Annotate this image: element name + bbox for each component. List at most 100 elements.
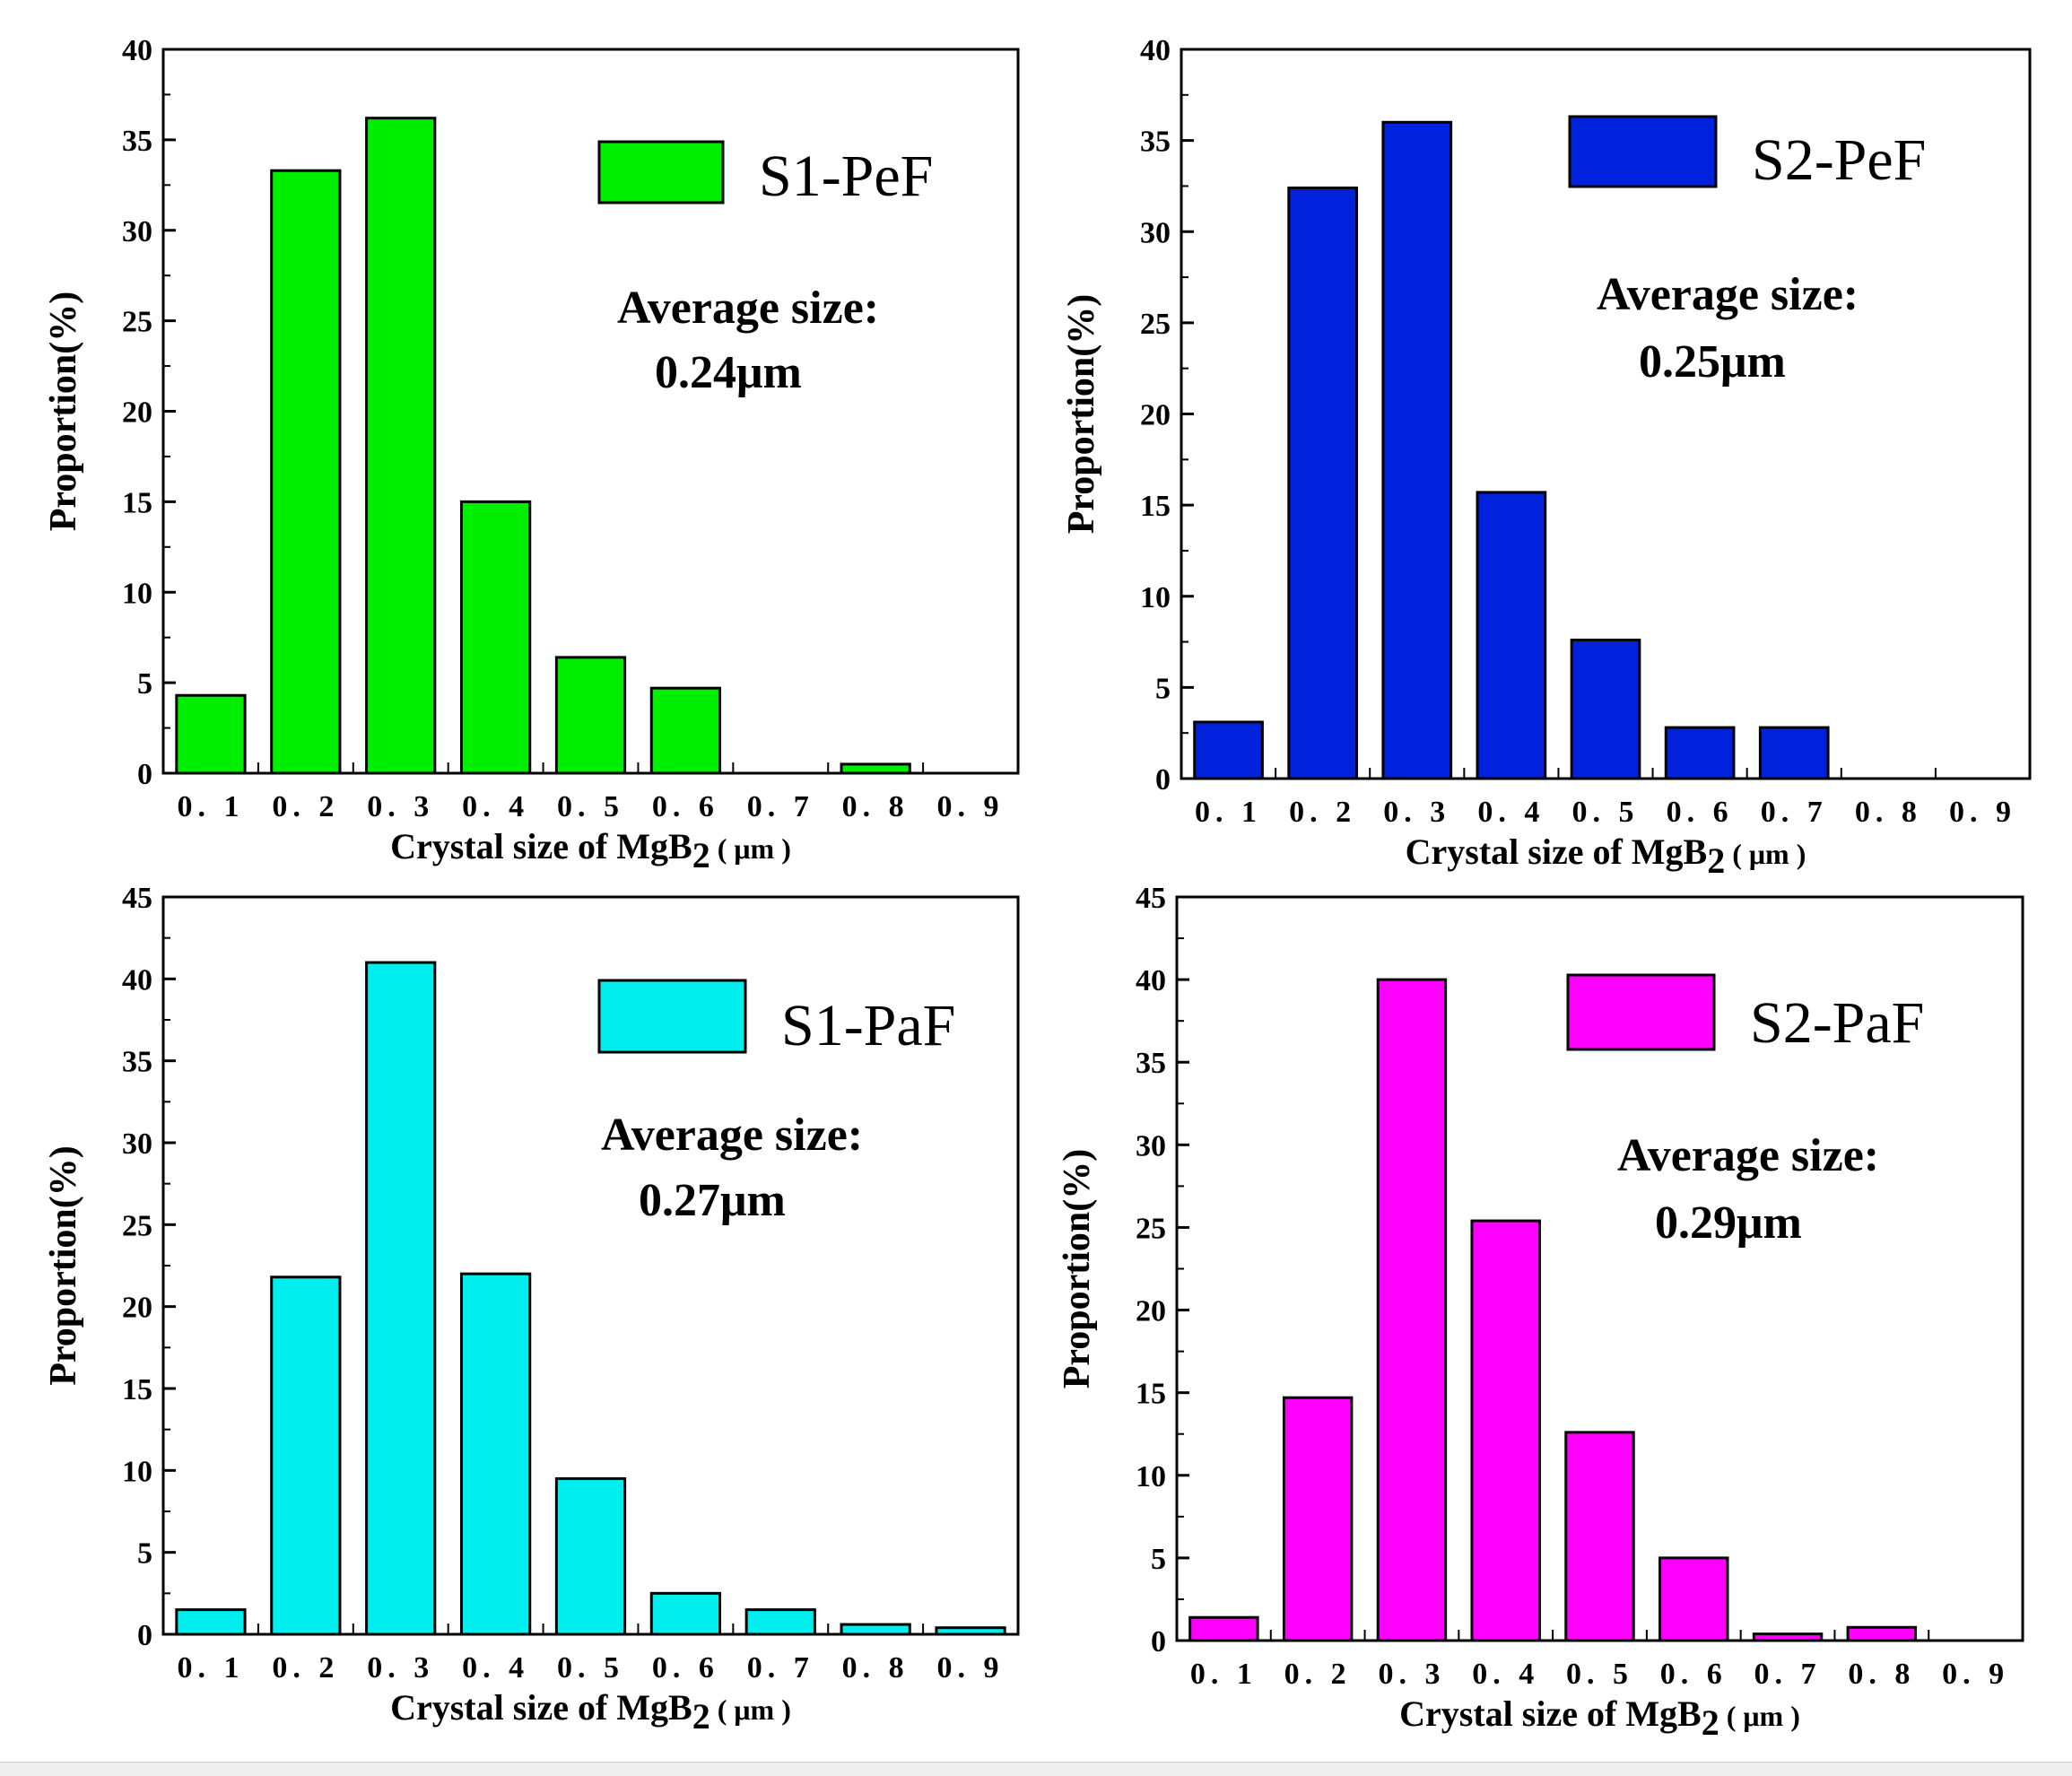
x-tick-label: 0. 9 [937, 1651, 1005, 1685]
chart-svg: 0 5 10 15 20 25 30 35 40 0. 1 0. 2 0. 3 0. 4 0. 5 0. 6… [1061, 34, 2032, 881]
bar-s1-paf-3 [365, 961, 437, 1636]
bar-s2-paf-7 [1752, 1632, 1824, 1642]
y-tick-label: 40 [1136, 964, 1166, 997]
x-tick-label: 0. 2 [272, 790, 339, 823]
y-tick-label: 30 [122, 215, 152, 248]
x-tick-label: 0. 7 [747, 790, 814, 823]
y-tick-label: 10 [122, 577, 152, 610]
y-tick-label: 15 [1140, 490, 1171, 523]
y-tick-label: 20 [1136, 1295, 1166, 1328]
x-tick-label: 0. 2 [1289, 796, 1356, 829]
x-tick-label: 0. 4 [1477, 796, 1545, 829]
bar-s2-pef-5 [1570, 639, 1641, 780]
bar-s2-paf-5 [1564, 1431, 1635, 1642]
bar-s1-paf-6 [649, 1591, 722, 1636]
y-tick-label: 15 [1136, 1378, 1166, 1411]
y-tick-label: 0 [1151, 1625, 1166, 1658]
legend-swatch [597, 979, 747, 1054]
bar-s2-paf-1 [1188, 1615, 1259, 1642]
x-tick-label: 0. 1 [1195, 796, 1262, 829]
x-tick-label: 0. 9 [937, 790, 1005, 823]
x-tick-label: 0. 8 [842, 1651, 910, 1685]
bar-s1-pef-3 [365, 117, 437, 775]
x-tick-label: 0. 3 [1383, 796, 1450, 829]
y-tick-label: 5 [1155, 672, 1171, 705]
legend-label: S1-PaF [781, 993, 955, 1058]
x-tick-label: 0. 6 [1660, 1658, 1728, 1691]
bar-s1-paf-4 [459, 1272, 532, 1636]
x-tick-label: 0. 1 [177, 1651, 244, 1685]
histogram-panel-s1-pef: 0 5 10 15 20 25 30 35 40 0. 1 0. 2 0. 3 0. 4 0. 5 0. 6… [0, 0, 1036, 875]
average-size-value: 0.24μm [655, 347, 802, 398]
y-axis-label: Proportion(%) [43, 292, 84, 532]
x-tick-label: 0. 4 [1472, 1658, 1539, 1691]
y-tick-label: 25 [122, 1209, 152, 1242]
y-tick-label: 15 [122, 486, 152, 519]
x-axis-label: Crystal size of MgB2 ( μm ) [1406, 831, 1806, 881]
y-tick-label: 40 [1140, 34, 1171, 67]
bar-s2-pef-6 [1664, 726, 1736, 780]
x-tick-label: 0. 4 [462, 790, 529, 823]
x-tick-label: 0. 1 [177, 790, 244, 823]
chart-svg: 0 5 10 15 20 25 30 35 40 0. 1 0. 2 0. 3 0. 4 0. 5 0. 6… [43, 34, 1020, 875]
bar-s2-pef-3 [1381, 120, 1453, 780]
y-tick-label: 30 [1140, 216, 1171, 249]
x-tick-label: 0. 1 [1190, 1658, 1258, 1691]
bar-s1-paf-5 [554, 1476, 627, 1636]
bar-s2-paf-2 [1282, 1396, 1354, 1642]
bar-s1-pef-6 [649, 686, 722, 775]
x-tick-label: 0. 6 [652, 790, 719, 823]
bar-s2-pef-2 [1287, 186, 1359, 780]
x-tick-label: 0. 7 [1761, 796, 1828, 829]
legend-label: S1-PeF [759, 144, 933, 209]
y-tick-label: 45 [122, 882, 152, 915]
y-tick-label: 10 [122, 1455, 152, 1488]
legend-swatch [597, 140, 725, 205]
bar-s2-pef-4 [1476, 491, 1547, 780]
x-tick-label: 0. 3 [367, 1651, 434, 1685]
y-tick-label: 20 [122, 1292, 152, 1325]
y-tick-label: 40 [122, 34, 152, 67]
x-tick-label: 0. 8 [1848, 1658, 1915, 1691]
x-tick-label: 0. 5 [557, 790, 624, 823]
y-tick-label: 5 [1151, 1543, 1166, 1576]
x-tick-label: 0. 9 [1949, 796, 2016, 829]
average-size-value: 0.27μm [639, 1175, 786, 1226]
y-tick-label: 10 [1136, 1460, 1166, 1493]
y-tick-label: 10 [1140, 581, 1171, 614]
y-tick-label: 0 [1155, 763, 1171, 797]
bar-s1-paf-1 [175, 1608, 247, 1636]
y-tick-label: 20 [122, 396, 152, 430]
y-tick-label: 5 [137, 667, 152, 701]
bar-s1-pef-1 [175, 693, 247, 775]
histogram-panel-s1-paf: 0 5 10 15 20 25 30 35 40 45 0. 1 0. 2 0. 3 0. 4 0. 5 0.… [0, 861, 1036, 1737]
y-tick-label: 35 [122, 125, 152, 158]
bar-s2-pef-7 [1758, 726, 1830, 780]
bar-s1-pef-5 [554, 656, 627, 775]
legend-label: S2-PaF [1750, 990, 1924, 1056]
x-tick-label: 0. 3 [367, 790, 434, 823]
bar-s1-paf-7 [744, 1608, 816, 1636]
y-tick-label: 30 [122, 1127, 152, 1161]
x-tick-label: 0. 8 [1855, 796, 1922, 829]
x-tick-label: 0. 5 [557, 1651, 624, 1685]
x-axis-label: Crystal size of MgB2 ( μm ) [390, 1687, 791, 1737]
bar-s2-paf-6 [1658, 1556, 1729, 1642]
y-tick-label: 25 [122, 306, 152, 339]
bottom-scrollbar-strip [0, 1762, 2072, 1776]
bar-s2-paf-8 [1846, 1625, 1918, 1642]
average-size-value: 0.25μm [1639, 336, 1786, 387]
average-size-value: 0.29μm [1655, 1197, 1802, 1249]
legend-label: S2-PeF [1752, 127, 1926, 193]
bar-s1-pef-4 [459, 500, 532, 775]
y-tick-label: 35 [1136, 1047, 1166, 1080]
chart-svg: 0 5 10 15 20 25 30 35 40 45 0. 1 0. 2 0. 3 0. 4 0. 5 0.… [43, 882, 1020, 1737]
y-tick-label: 35 [122, 1046, 152, 1079]
x-tick-label: 0. 2 [1284, 1658, 1352, 1691]
chart-svg: 0 5 10 15 20 25 30 35 40 45 0. 1 0. 2 0. 3 0. 4 0. 5 0.… [1057, 882, 2024, 1743]
x-tick-label: 0. 6 [652, 1651, 719, 1685]
x-tick-label: 0. 4 [462, 1651, 529, 1685]
x-tick-label: 0. 8 [842, 790, 910, 823]
y-axis-label: Proportion(%) [43, 1145, 84, 1386]
